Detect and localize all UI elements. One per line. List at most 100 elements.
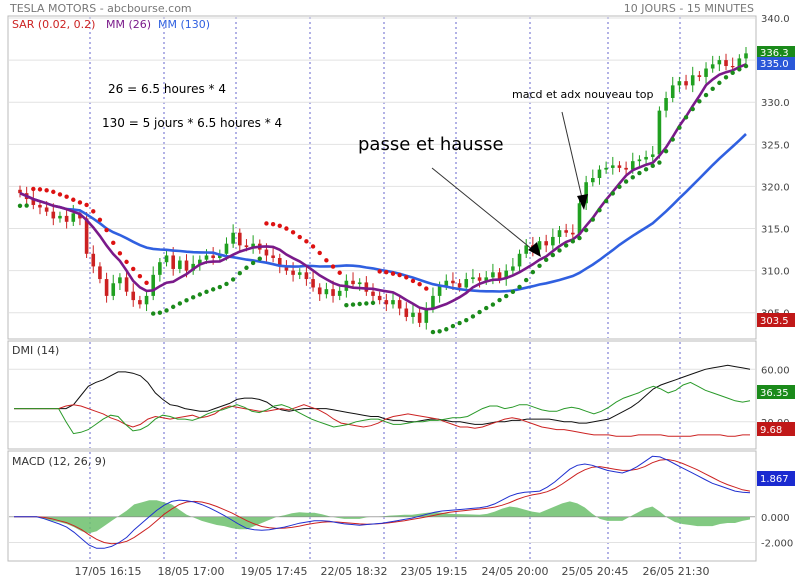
tag-plus-di-box <box>757 422 795 436</box>
sar-dot <box>663 148 669 154</box>
candle-body <box>198 259 202 264</box>
candle-body <box>351 280 355 285</box>
price-tick-label: 320.0 <box>761 182 790 193</box>
sar-dot <box>117 251 123 256</box>
sar-dot <box>217 284 223 290</box>
sar-dot <box>124 259 129 265</box>
x-tick-label: 24/05 20:00 <box>482 565 549 578</box>
sar-dot <box>224 281 229 287</box>
candle-body <box>284 266 289 271</box>
candle-body <box>477 277 482 281</box>
candle-body <box>31 199 36 205</box>
candle-body <box>424 308 429 323</box>
sar-dot <box>717 80 722 86</box>
sar-dot <box>550 252 556 258</box>
candle-body <box>557 230 562 237</box>
sar-dot <box>703 92 709 98</box>
sar-dot <box>583 227 589 233</box>
macd-title: MACD (12, 26, 9) <box>12 455 106 468</box>
annotation-arrowhead-macd <box>577 194 588 210</box>
candle-body <box>704 68 708 77</box>
sar-dot <box>497 297 502 303</box>
sar-dot <box>350 302 356 307</box>
candle-body <box>158 262 162 275</box>
sar-dot <box>310 244 316 249</box>
sar-dot <box>730 70 735 76</box>
macd-layer <box>9 455 755 549</box>
sar-dot <box>377 269 382 274</box>
sar-dot <box>543 257 549 263</box>
candle-body <box>357 282 362 285</box>
candle-body <box>437 285 442 296</box>
candle-body <box>391 300 395 305</box>
candle-body <box>371 291 375 296</box>
candle-body <box>138 300 142 305</box>
sar-dot <box>637 170 642 176</box>
sar-dot <box>464 317 469 323</box>
sar-dot <box>197 292 203 297</box>
sar-dot <box>137 273 143 279</box>
candle-body <box>610 165 615 168</box>
candle-body <box>384 300 389 305</box>
candle-body <box>464 279 469 288</box>
candle-body <box>617 165 622 168</box>
annotation-macd-adx: macd et adx nouveau top <box>512 88 653 101</box>
tag-macd-box <box>757 471 795 486</box>
candle-body <box>624 167 628 170</box>
sar-dot <box>683 115 689 120</box>
annotation-formula-130: 130 = 5 jours * 6.5 houres * 4 <box>102 116 282 130</box>
sar-dot <box>537 263 542 268</box>
annotation-arrow-passe <box>431 167 534 251</box>
sar-dot <box>643 167 649 172</box>
candle-body <box>124 277 129 292</box>
sar-dot <box>304 239 309 244</box>
candle-body <box>311 279 315 288</box>
legend-mm130: MM (130) <box>158 18 210 31</box>
candle-body <box>231 232 235 244</box>
sar-dot <box>710 86 715 91</box>
dmi-layer <box>14 364 751 437</box>
candle-body <box>551 236 555 246</box>
candle-body <box>71 213 76 222</box>
candle-body <box>491 272 495 278</box>
candle-body <box>524 245 529 254</box>
sar-dot <box>157 310 163 315</box>
candle-body <box>650 154 655 157</box>
sar-dot <box>364 301 369 306</box>
candle-body <box>64 215 69 222</box>
price-layer <box>17 47 749 335</box>
candle-body <box>104 279 109 296</box>
tag-upper: 336.3 <box>760 48 789 59</box>
sar-dot <box>690 106 695 112</box>
candle-body <box>697 75 702 77</box>
sar-dot <box>91 209 96 214</box>
sar-dot <box>610 191 615 196</box>
sar-dot <box>617 184 622 190</box>
sar-dot <box>317 250 322 256</box>
sar-dot <box>510 289 516 295</box>
candle-body <box>38 204 42 208</box>
candle-body <box>670 85 675 98</box>
tag-close: 335.0 <box>760 59 789 70</box>
annotation-passe: passe et hausse <box>358 134 504 155</box>
candle-body <box>664 98 668 111</box>
candle-body <box>164 255 169 263</box>
sar-dot <box>697 99 702 104</box>
sar-dot <box>623 179 629 184</box>
price-tick-label: 325.0 <box>761 140 790 151</box>
sar-dot <box>330 264 336 269</box>
sar-dot <box>324 258 329 263</box>
annotation-arrowhead-passe <box>528 242 541 257</box>
candle-body <box>44 207 49 212</box>
candle-body <box>630 161 635 170</box>
candle-body <box>191 263 195 271</box>
candle-body <box>171 255 175 269</box>
x-tick-label: 26/05 21:30 <box>643 565 710 578</box>
candle-body <box>511 266 515 271</box>
sar-dot <box>397 272 402 278</box>
sar-dot <box>524 277 529 283</box>
sar-dot <box>144 280 149 285</box>
sar-dot <box>603 198 609 204</box>
